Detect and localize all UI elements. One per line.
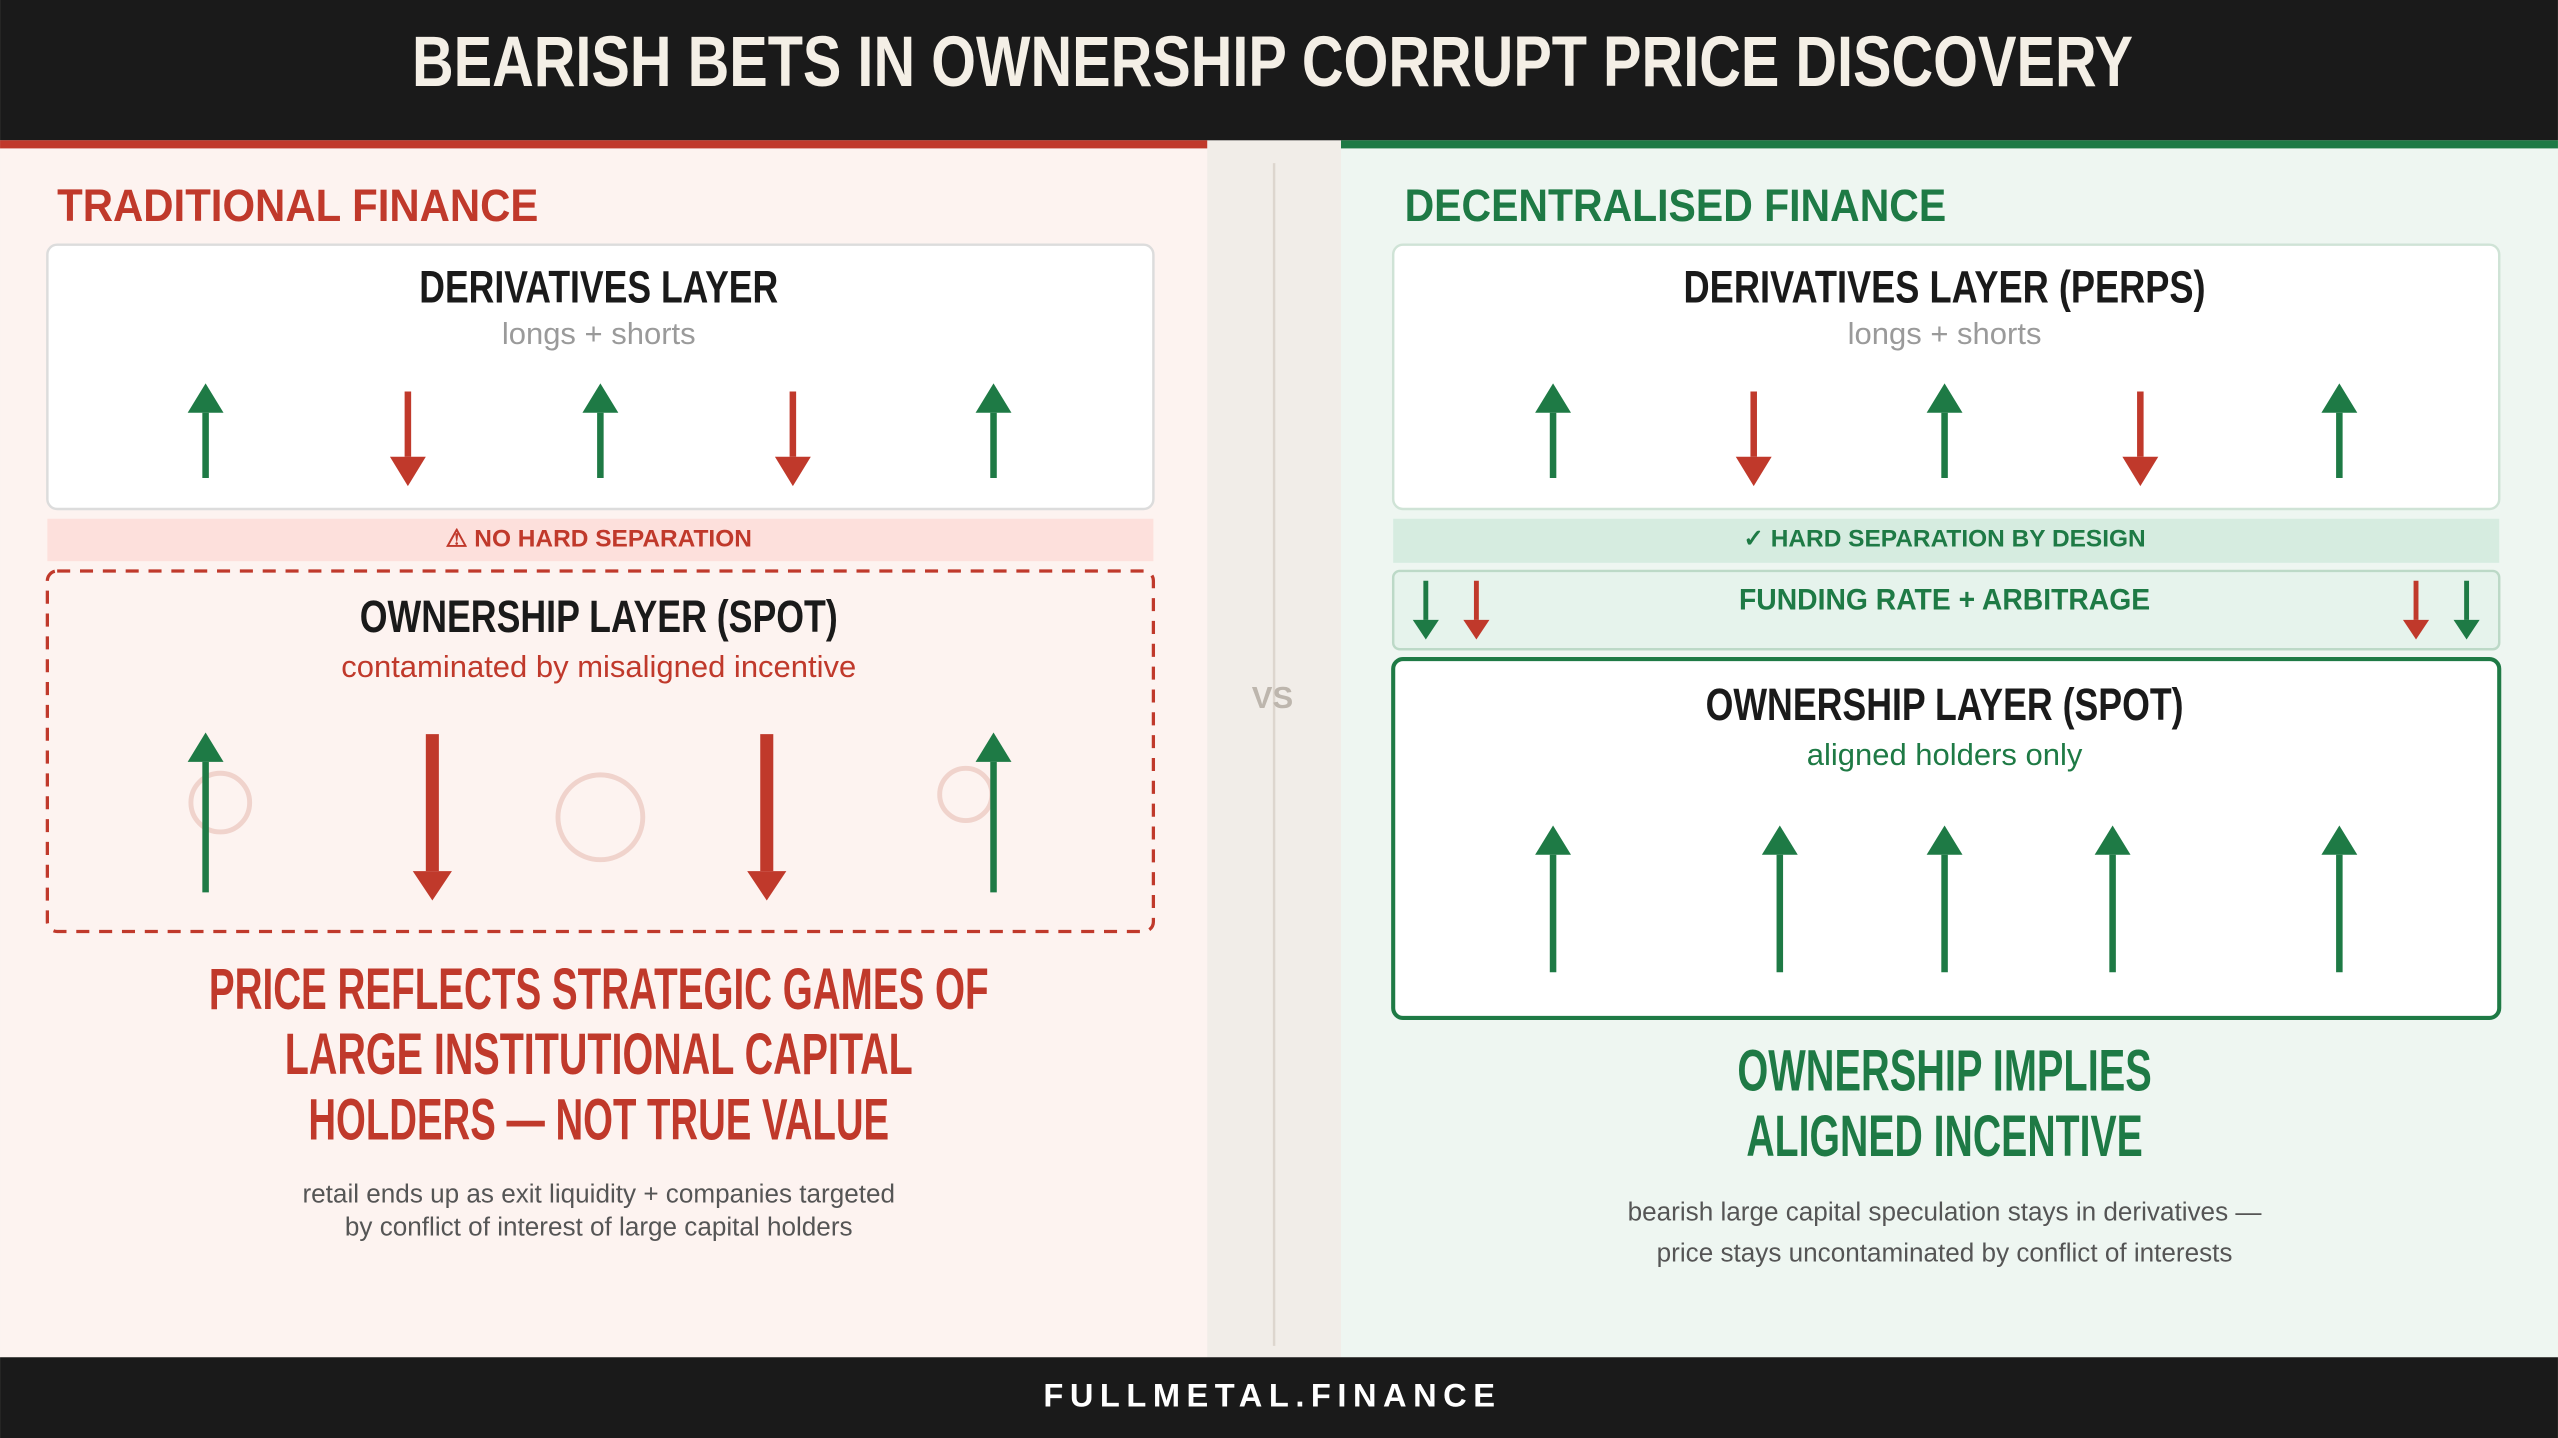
arrow <box>187 383 224 478</box>
arrow <box>2402 580 2430 640</box>
section-heading: TRADITIONAL FINANCE <box>57 180 538 231</box>
conclusion: PRICE REFLECTS STRATEGIC GAMES OF <box>209 957 989 1022</box>
right-accent <box>1340 140 2558 149</box>
ownership-box <box>45 569 1156 934</box>
note: retail ends up as exit liquidity + compa… <box>302 1179 895 1209</box>
arrow <box>774 391 811 487</box>
arrow <box>582 383 619 478</box>
arrow <box>747 734 787 901</box>
footer-brand: FULLMETAL.FINANCE <box>1043 1377 1501 1414</box>
box-title: DERIVATIVES LAYER (PERPS) <box>1684 261 2206 312</box>
arrow <box>1735 391 1772 487</box>
derivatives-box <box>1391 243 2501 511</box>
arrow <box>1412 580 1439 640</box>
arrow <box>1926 383 1963 478</box>
left-accent <box>0 140 1208 149</box>
note: by conflict of interest of large capital… <box>345 1211 853 1241</box>
conclusion: ALIGNED INCENTIVE <box>1746 1104 2142 1169</box>
box-title: DERIVATIVES LAYER <box>419 261 778 312</box>
arrow <box>2321 825 2358 973</box>
section-heading: DECENTRALISED FINANCE <box>1405 180 1947 231</box>
arrow <box>389 391 426 487</box>
arrow <box>2122 391 2159 487</box>
box-title: OWNERSHIP LAYER (SPOT) <box>1706 679 2184 730</box>
title: BEARISH BETS IN OWNERSHIP CORRUPT PRICE … <box>412 22 2133 102</box>
arrow <box>187 732 224 893</box>
arrow <box>1926 825 1963 973</box>
arrow <box>1535 383 1572 478</box>
arrow <box>412 734 452 901</box>
arrow <box>2453 580 2480 640</box>
separator-label: ✓ HARD SEPARATION BY DESIGN <box>1743 525 2145 552</box>
conclusion: OWNERSHIP IMPLIES <box>1737 1039 2151 1104</box>
funding-box <box>1391 569 2501 651</box>
separator-band <box>1393 518 2500 563</box>
arrow <box>2094 825 2131 973</box>
header-bar <box>0 0 2558 141</box>
conclusion: HOLDERS — NOT TRUE VALUE <box>308 1087 889 1152</box>
footer-bar <box>0 1357 2558 1438</box>
arrow <box>1463 580 1490 640</box>
box-subtitle: longs + shorts <box>502 316 696 351</box>
arrow <box>2321 383 2358 478</box>
arrow <box>1535 825 1572 973</box>
arrow <box>1761 825 1798 973</box>
box-subtitle: aligned holders only <box>1807 737 2083 772</box>
separator-band <box>47 518 1154 562</box>
funding-label: FUNDING RATE + ARBITRAGE <box>1739 584 2150 617</box>
arrow <box>975 732 1012 893</box>
note: price stays uncontaminated by conflict o… <box>1657 1237 2233 1267</box>
separator-label: ⚠ NO HARD SEPARATION <box>446 525 752 552</box>
vs-label: VS <box>1252 680 1293 715</box>
derivatives-box <box>46 243 1155 511</box>
note: bearish large capital speculation stays … <box>1628 1197 2263 1227</box>
box-subtitle: contaminated by misaligned incentive <box>341 649 856 684</box>
arrow <box>975 383 1012 478</box>
box-title: OWNERSHIP LAYER (SPOT) <box>360 591 838 642</box>
conclusion: LARGE INSTITUTIONAL CAPITAL <box>285 1022 913 1087</box>
box-subtitle: longs + shorts <box>1848 316 2042 351</box>
